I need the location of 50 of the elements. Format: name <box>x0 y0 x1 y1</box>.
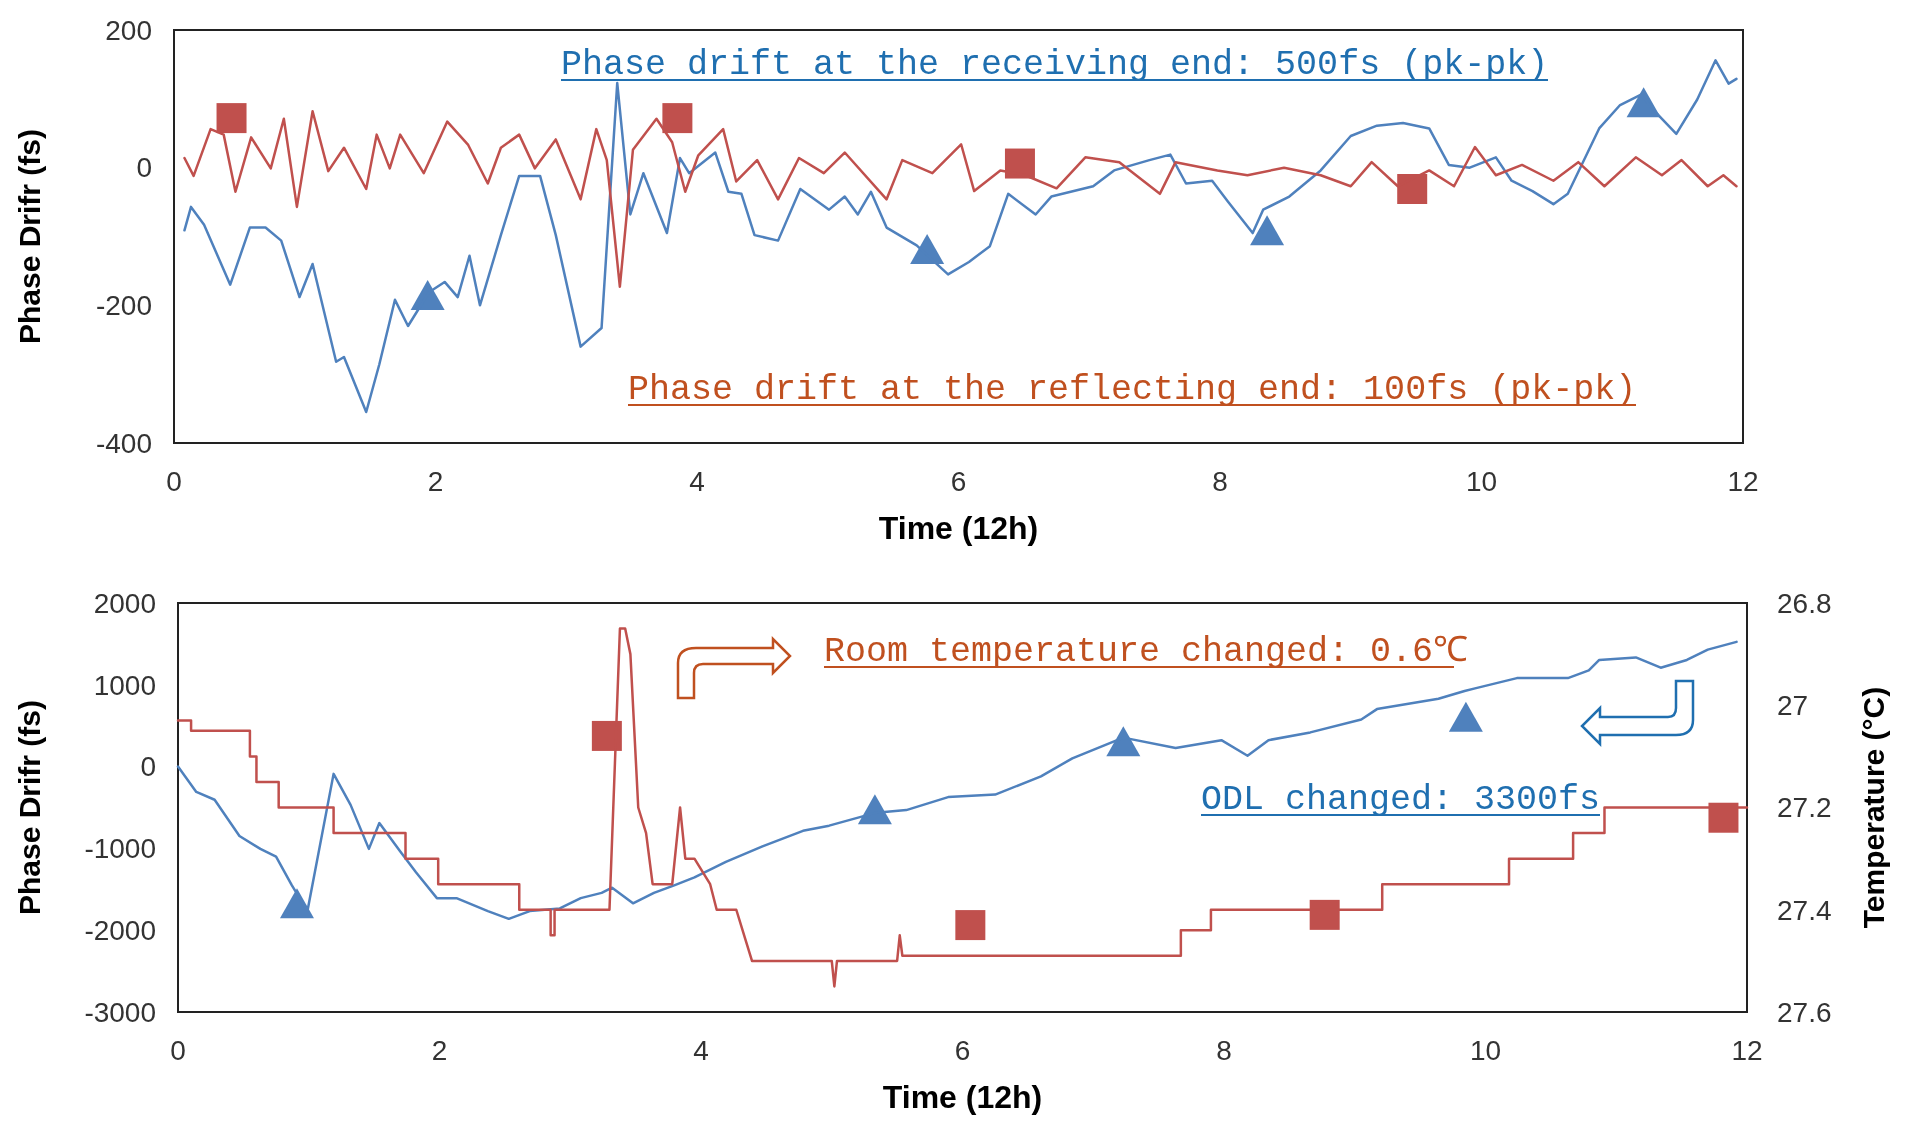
y-tick-label: 2000 <box>93 587 156 619</box>
x-tick-label: 12 <box>1727 466 1759 497</box>
y-tick-label: -1000 <box>84 833 156 865</box>
y2-tick-label: 27.6 <box>1777 996 1832 1028</box>
annotation: Phase drift at the receiving end: 500fs (pk-pk) <box>561 45 1549 85</box>
point <box>1309 899 1340 930</box>
y-tick-label: -2000 <box>84 915 156 946</box>
y-axis-title: Phase Drifr (fs) <box>13 699 46 916</box>
x-tick-label: 8 <box>1212 466 1228 497</box>
y-tick-label: 0 <box>140 751 156 783</box>
x-tick-label: 0 <box>170 1035 186 1066</box>
x-tick-label: 6 <box>954 1035 971 1066</box>
y-tick-label: -3000 <box>84 996 156 1028</box>
point <box>216 103 247 134</box>
x-axis-title: Time (12h) <box>878 510 1039 546</box>
annotation: Phase drift at the reflecting end: 100fs (pk-pk) <box>628 370 1637 410</box>
y2-tick-label: 27.4 <box>1777 894 1832 926</box>
x-tick-label: 2 <box>427 466 444 497</box>
y-tick-label: 200 <box>105 14 152 46</box>
y-tick-label: -400 <box>95 427 152 459</box>
x-tick-label: 10 <box>1469 1035 1502 1066</box>
x-tick-label: 12 <box>1731 1035 1763 1066</box>
x-tick-label: 10 <box>1465 466 1498 497</box>
x-tick-label: 8 <box>1216 1035 1232 1066</box>
x-tick-label: 0 <box>166 466 182 497</box>
point <box>1106 726 1141 757</box>
x-tick-label: 2 <box>431 1035 448 1066</box>
point <box>1397 174 1428 205</box>
point <box>1250 215 1285 246</box>
y-tick-label: 1000 <box>93 669 156 701</box>
x-tick-label: 4 <box>689 466 705 497</box>
y2-tick-label: 27 <box>1777 690 1809 722</box>
y2-tick-label: 27.2 <box>1777 792 1832 824</box>
y-axis-title: Phase Drifr (fs) <box>13 128 46 345</box>
y-tick-label: 0 <box>136 152 152 184</box>
point <box>662 103 693 134</box>
point <box>1708 802 1739 833</box>
point <box>1004 148 1035 179</box>
annotation: ODL changed: 3300fs <box>1201 780 1601 820</box>
point <box>591 720 622 751</box>
annotation: Room temperature changed: 0.6℃ <box>824 632 1469 672</box>
y2-tick-label: 26.8 <box>1777 587 1832 619</box>
x-tick-label: 6 <box>950 466 967 497</box>
x-tick-label: 4 <box>693 1035 709 1066</box>
point <box>955 910 986 941</box>
line-series <box>176 627 1749 988</box>
point <box>1448 701 1483 732</box>
y2-axis-title: Temperature (°C) <box>1857 686 1890 929</box>
y-tick-label: -200 <box>95 290 152 322</box>
x-axis-title: Time (12h) <box>882 1079 1043 1115</box>
